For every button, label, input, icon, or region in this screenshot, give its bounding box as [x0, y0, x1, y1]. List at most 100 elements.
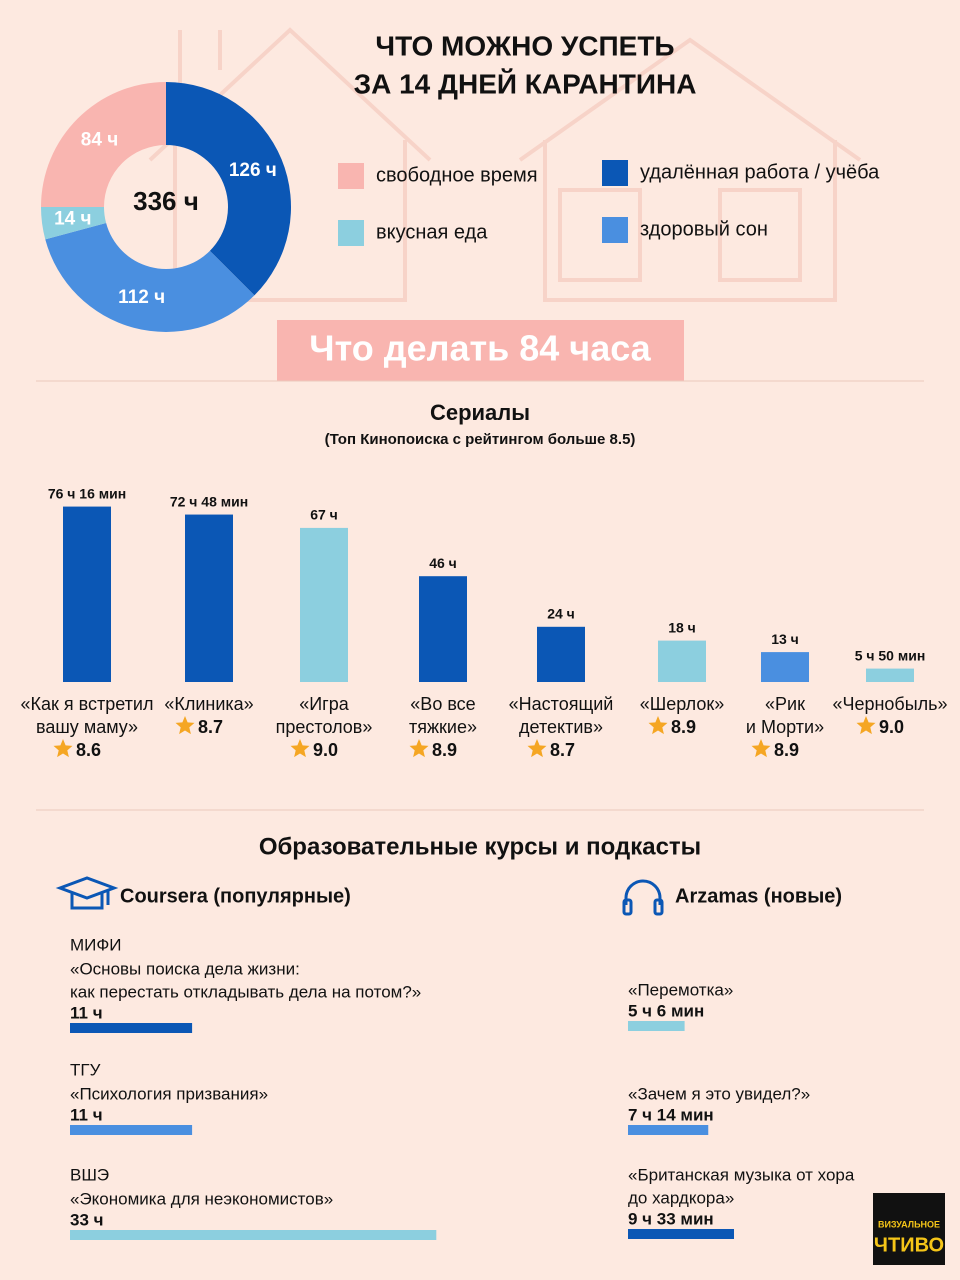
- rating: 9.0: [313, 740, 338, 760]
- logo: [873, 1193, 945, 1265]
- bar-value-label: 24 ч: [547, 606, 575, 622]
- rating: 8.7: [550, 740, 575, 760]
- donut-slice: [166, 82, 292, 296]
- bar-category: детектив»: [519, 717, 603, 737]
- house-decor: [148, 27, 862, 302]
- star-icon: [175, 716, 195, 735]
- rating: 8.9: [774, 740, 799, 760]
- list-title: Arzamas (новые): [675, 885, 842, 907]
- hbar: [628, 1229, 735, 1239]
- star-icon: [648, 716, 668, 735]
- logo-text: ЧТИВО: [874, 1234, 944, 1256]
- bar-category: «Во все: [410, 694, 475, 714]
- rating: 8.9: [432, 740, 457, 760]
- bar-value-label: 76 ч 16 мин: [48, 485, 126, 501]
- bar-category: «Чернобыль»: [832, 694, 947, 714]
- hbar: [628, 1125, 709, 1135]
- bar: [300, 527, 348, 682]
- hbar: [628, 1021, 685, 1031]
- org-label: МИФИ: [70, 935, 122, 954]
- star-icon: [856, 716, 876, 735]
- item-value: 9 ч 33 мин: [628, 1209, 714, 1228]
- bar-value-label: 46 ч: [429, 555, 457, 571]
- legend-label: удалённая работа / учёба: [640, 161, 880, 183]
- item-label: «Экономика для неэкономистов»: [70, 1189, 333, 1208]
- item-label: «Перемотка»: [628, 980, 733, 999]
- slice-label: 126 ч: [229, 160, 277, 181]
- donut-slice: [45, 223, 255, 332]
- rating: 8.9: [671, 717, 696, 737]
- org-label: ТГУ: [70, 1060, 101, 1079]
- rating: 8.7: [198, 717, 223, 737]
- list-title: Coursera (популярные): [120, 885, 351, 907]
- bar-category: «Как я встретил: [21, 694, 154, 714]
- item-label: «Британская музыка от хора: [628, 1165, 855, 1184]
- item-label: как перестать откладывать дела на потом?…: [70, 982, 421, 1001]
- bar: [761, 652, 809, 682]
- bar-category: и Морти»: [746, 717, 824, 737]
- item-label: «Зачем я это увидел?»: [628, 1084, 810, 1103]
- bar-category: «Игра: [299, 694, 350, 714]
- bar: [63, 506, 111, 682]
- legend-label: свободное время: [376, 164, 538, 186]
- star-icon: [53, 739, 73, 758]
- star-icon: [290, 739, 310, 758]
- bar: [185, 514, 233, 682]
- section-title: Образовательные курсы и подкасты: [259, 833, 701, 860]
- star-icon: [751, 739, 771, 758]
- item-value: 11 ч: [70, 1105, 103, 1124]
- item-label: «Психология призвания»: [70, 1084, 268, 1103]
- hbar: [70, 1023, 193, 1033]
- slice-label: 14 ч: [54, 208, 91, 229]
- item-value: 33 ч: [70, 1210, 104, 1229]
- legend-label: вкусная еда: [376, 221, 488, 243]
- bar-value-label: 67 ч: [310, 507, 338, 523]
- donut-center: 336 ч: [133, 186, 199, 216]
- bar-value-label: 18 ч: [668, 619, 696, 635]
- hbar: [70, 1125, 193, 1135]
- item-value: 5 ч 6 мин: [628, 1001, 704, 1020]
- bar-category: престолов»: [276, 717, 373, 737]
- star-icon: [409, 739, 429, 758]
- title: ЗА 14 ДНЕЙ КАРАНТИНА: [354, 67, 697, 99]
- bar-category: тяжкие»: [409, 717, 477, 737]
- banner-text: Что делать 84 часа: [309, 328, 651, 369]
- bar-value-label: 13 ч: [771, 631, 799, 647]
- item-value: 11 ч: [70, 1003, 103, 1022]
- item-label: «Основы поиска дела жизни:: [70, 959, 300, 978]
- bar: [419, 576, 467, 682]
- item-label: до хардкора»: [628, 1188, 734, 1207]
- org-label: ВШЭ: [70, 1165, 109, 1184]
- legend-label: здоровый сон: [640, 218, 768, 240]
- bar: [537, 626, 585, 682]
- title: ЧТО МОЖНО УСПЕТЬ: [375, 30, 674, 61]
- legend-swatch: [602, 217, 628, 243]
- bar-value-label: 72 ч 48 мин: [170, 493, 248, 509]
- bar-category: «Шерлок»: [640, 694, 725, 714]
- logo-text: ВИЗУАЛЬНОЕ: [878, 1219, 940, 1229]
- bar-category: вашу маму»: [36, 717, 138, 737]
- cap-icon: [55, 876, 119, 910]
- bar: [658, 640, 706, 682]
- bar: [866, 668, 914, 682]
- headphones-icon: [622, 879, 664, 916]
- slice-label: 112 ч: [118, 287, 165, 308]
- legend-swatch: [602, 160, 628, 186]
- donut-slice: [41, 82, 166, 207]
- bar-category: «Рик: [765, 694, 805, 714]
- chart-title: Сериалы: [430, 400, 530, 425]
- legend-swatch: [338, 220, 364, 246]
- legend-swatch: [338, 163, 364, 189]
- bar-value-label: 5 ч 50 мин: [855, 647, 926, 663]
- star-icon: [527, 739, 547, 758]
- hbar: [70, 1230, 437, 1240]
- rating: 8.6: [76, 740, 101, 760]
- chart-subtitle: (Топ Кинопоиска с рейтингом больше 8.5): [325, 431, 636, 448]
- banner: [277, 320, 684, 381]
- donut-slice: [41, 207, 107, 240]
- slice-label: 84 ч: [81, 130, 118, 151]
- bar-category: «Настоящий: [509, 694, 614, 714]
- item-value: 7 ч 14 мин: [628, 1105, 714, 1124]
- bar-category: «Клиника»: [164, 694, 253, 714]
